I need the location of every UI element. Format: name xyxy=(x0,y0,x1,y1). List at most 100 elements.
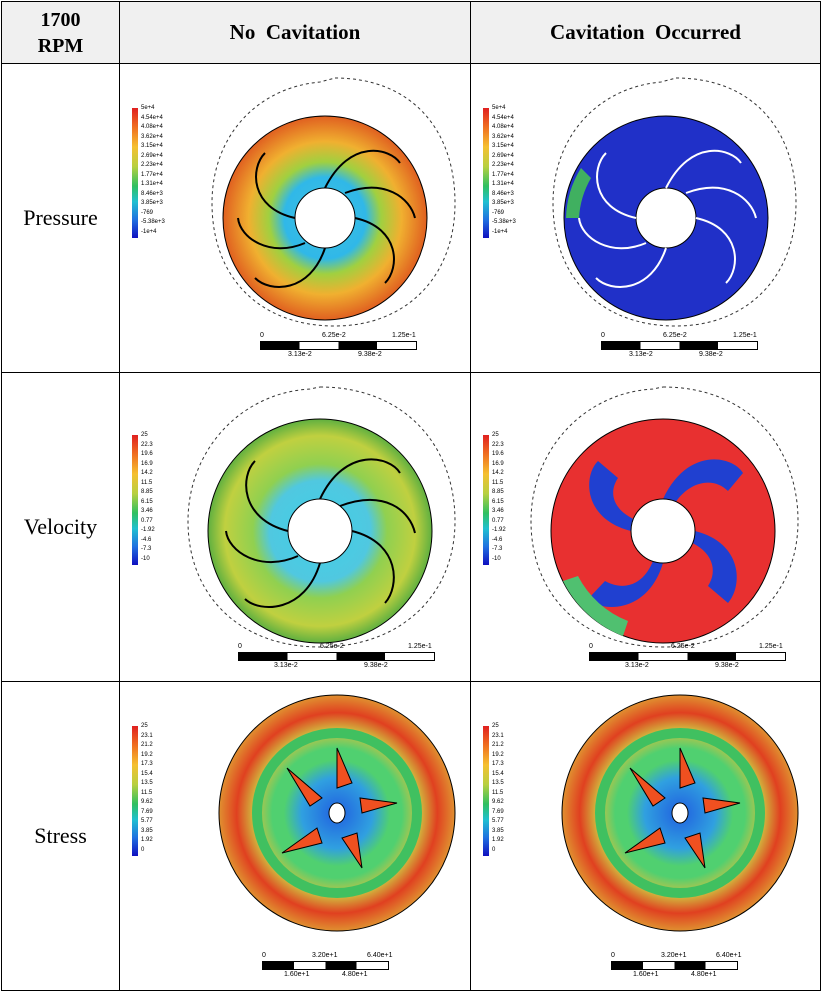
legend-tick-label: 0.77 xyxy=(492,517,504,524)
legend-tick-label: 3.46 xyxy=(141,508,153,514)
legend-tick-label: 3.85e+3 xyxy=(141,200,163,206)
stress-contour-plot xyxy=(561,694,799,932)
legend-tick-label: 23.1 xyxy=(492,732,504,739)
scale-label: 6.25e-2 xyxy=(663,332,687,339)
stress-row: Stress 25 23.1 21.2 19.2 17.3 15.4 13.5 11.5 9.6… xyxy=(1,681,821,991)
scale-label: 3.13e-2 xyxy=(288,351,312,358)
row-label-pressure: Pressure xyxy=(1,63,120,373)
rpm-unit: RPM xyxy=(37,34,84,57)
legend-tick-label: 22.3 xyxy=(492,441,504,448)
scale-label: 0 xyxy=(262,952,266,959)
scale-ruler xyxy=(238,652,435,661)
legend-tick-label: -1.92 xyxy=(492,527,506,533)
velocity-row: Velocity 25 22.3 19.6 16.9 14.2 11.5 8.85 6.15 3… xyxy=(1,372,821,682)
legend-tick-label: 8.85 xyxy=(492,489,504,495)
legend-tick-label: 25 xyxy=(141,723,148,729)
legend-tick-label: 5.77 xyxy=(492,818,504,824)
legend-tick-label: 2.23e+4 xyxy=(492,162,514,168)
legend-tick-label: 23.1 xyxy=(141,732,153,739)
legend-tick-label: 16.9 xyxy=(492,460,504,467)
legend-tick-label: 1.31e+4 xyxy=(141,181,163,187)
legend-tick-label: -10 xyxy=(141,555,150,562)
legend-tick-label: 2.69e+4 xyxy=(141,152,163,159)
legend-tick-label: 14.2 xyxy=(492,470,504,476)
legend-tick-label: 17.3 xyxy=(141,761,153,767)
legend-tick-label: 0.77 xyxy=(141,517,153,524)
legend-tick-label: 5e+4 xyxy=(141,105,155,111)
scale-ruler xyxy=(262,961,389,970)
legend-tick-label: 15.4 xyxy=(492,770,504,777)
legend-tick-label: 25 xyxy=(492,723,499,729)
legend-tick-label: 0 xyxy=(141,846,145,853)
scale-label: 0 xyxy=(601,332,605,339)
legend-tick-label: 7.69 xyxy=(492,808,504,815)
legend-tick-label: -5.38e+3 xyxy=(492,219,516,225)
legend-labels: 25 23.1 21.2 19.2 17.3 15.4 13.5 11.5 9.62 7.69 5.… xyxy=(492,722,504,855)
legend-tick-label: 8.46e+3 xyxy=(141,190,163,197)
legend-tick-label: 4.54e+4 xyxy=(141,114,163,121)
scale-label: 6.40e+1 xyxy=(716,952,742,959)
scale-label: 9.38e-2 xyxy=(715,662,739,669)
scale-label: 1.25e-1 xyxy=(733,332,757,339)
legend-tick-label: -769 xyxy=(141,209,154,216)
velocity-scale-bar: 0 6.25e-2 1.25e-1 3.13e-2 9.38e-2 xyxy=(238,643,438,673)
legend-tick-label: 3.85 xyxy=(141,827,153,834)
legend-tick-label: 6.15 xyxy=(492,498,504,505)
color-scale-bar xyxy=(483,435,489,565)
legend-tick-label: 15.4 xyxy=(141,770,153,777)
legend-tick-label: -1e+4 xyxy=(492,228,508,235)
pressure-no-cavitation-cell: 5e+4 4.54e+4 4.08e+4 3.62e+4 3.15e+4 2.69e+4 2… xyxy=(119,63,471,373)
legend-labels: 25 23.1 21.2 19.2 17.3 15.4 13.5 11.5 9.62 7.69 5.… xyxy=(141,722,153,855)
legend-tick-label: -1e+4 xyxy=(141,228,157,235)
legend-tick-label: 22.3 xyxy=(141,441,153,448)
scale-label: 9.38e-2 xyxy=(364,662,388,669)
legend-tick-label: 13.5 xyxy=(492,780,504,786)
legend-tick-label: 1.92 xyxy=(492,837,504,843)
legend-tick-label: 8.85 xyxy=(141,489,153,495)
scale-label: 1.25e-1 xyxy=(392,332,416,339)
legend-tick-label: 19.6 xyxy=(492,451,504,457)
legend-labels: 25 22.3 19.6 16.9 14.2 11.5 8.85 6.15 3.46 0.77 -1… xyxy=(492,431,506,564)
legend-tick-label: 5.77 xyxy=(141,818,153,824)
color-scale-bar xyxy=(483,108,489,238)
scale-label: 6.40e+1 xyxy=(367,952,393,959)
scale-ruler xyxy=(611,961,738,970)
legend-labels: 5e+4 4.54e+4 4.08e+4 3.62e+4 3.15e+4 2.69e+4 2… xyxy=(492,104,516,237)
legend-tick-label: 19.2 xyxy=(492,751,504,758)
scale-label: 1.60e+1 xyxy=(633,971,659,978)
legend-tick-label: 3.15e+4 xyxy=(492,143,514,149)
stress-scale-bar: 0 3.20e+1 6.40e+1 1.60e+1 4.80e+1 xyxy=(611,952,742,982)
pressure-scale-bar: 0 6.25e-2 1.25e-1 3.13e-2 9.38e-2 xyxy=(260,332,420,362)
pressure-contour-plot xyxy=(552,77,797,327)
scale-label: 3.20e+1 xyxy=(661,952,687,959)
legend-tick-label: 2.69e+4 xyxy=(492,152,514,159)
scale-ruler xyxy=(260,341,417,350)
velocity-cavitation-cell: 25 22.3 19.6 16.9 14.2 11.5 8.85 6.15 3.46 0.77 -1… xyxy=(470,372,821,682)
row-label-stress: Stress xyxy=(1,681,120,991)
legend-tick-label: 16.9 xyxy=(141,460,153,467)
legend-tick-label: 3.85 xyxy=(492,827,504,834)
color-scale-bar xyxy=(132,108,138,238)
velocity-scale-bar: 0 6.25e-2 1.25e-1 3.13e-2 9.38e-2 xyxy=(589,643,789,673)
legend-tick-label: 7.69 xyxy=(141,808,153,815)
scale-label: 6.25e-2 xyxy=(320,643,344,650)
scale-label: 1.25e-1 xyxy=(408,643,432,650)
scale-ruler xyxy=(589,652,786,661)
legend-tick-label: 9.62 xyxy=(141,799,153,805)
legend-tick-label: -10 xyxy=(492,555,501,562)
legend-tick-label: 2.23e+4 xyxy=(141,162,163,168)
color-scale-bar xyxy=(132,726,138,856)
legend-tick-label: 4.08e+4 xyxy=(141,124,163,130)
legend-tick-label: 11.5 xyxy=(492,479,504,486)
header-row: 1700 RPM No Cavitation Cavitation Occurr… xyxy=(1,1,821,64)
legend-tick-label: 19.6 xyxy=(141,451,153,457)
scale-label: 0 xyxy=(611,952,615,959)
scale-label: 9.38e-2 xyxy=(358,351,382,358)
velocity-contour-plot xyxy=(530,386,799,648)
legend-tick-label: 3.85e+3 xyxy=(492,200,514,206)
legend-labels: 5e+4 4.54e+4 4.08e+4 3.62e+4 3.15e+4 2.69e+4 2… xyxy=(141,104,165,237)
legend-tick-label: 4.54e+4 xyxy=(492,114,514,121)
legend-tick-label: 21.2 xyxy=(492,742,504,748)
scale-label: 1.60e+1 xyxy=(284,971,310,978)
